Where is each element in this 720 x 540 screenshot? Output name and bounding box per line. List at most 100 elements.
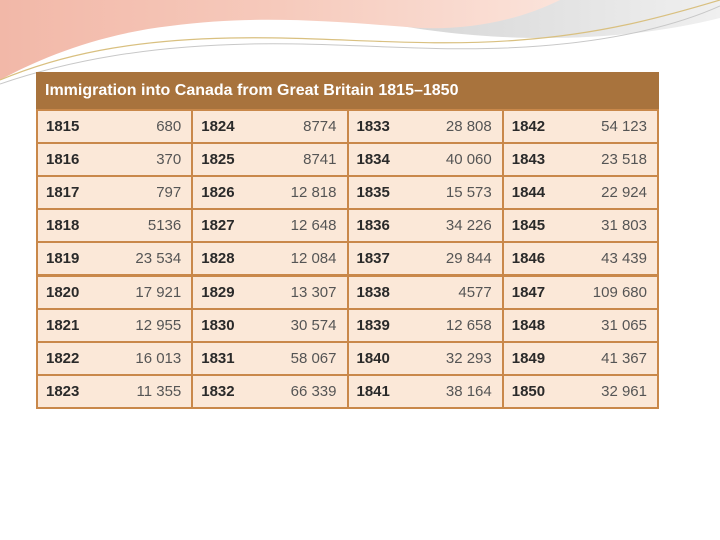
table-cell: 1839 12 658 [348,309,502,341]
table-cell: 1832 66 339 [193,375,347,407]
table-cell: 1830 30 574 [193,309,347,341]
immigrant-count: 32 961 [601,382,647,400]
year-label: 1831 [201,349,235,367]
year-label: 1840 [356,349,390,367]
immigrant-count: 40 060 [445,151,492,169]
table-cell: 1827 12 648 [193,210,347,242]
table-cell: 1828 12 084 [193,243,347,275]
table-cell: 1818 5136 [38,210,192,242]
immigrant-count: 797 [156,184,182,202]
table-cell: 1850 32 961 [503,375,657,407]
table-cell: 1833 28 808 [348,111,502,142]
immigrant-count: 370 [156,151,182,169]
year-label: 1847 [511,283,546,301]
year-label: 1838 [356,283,390,301]
table-cell: 1847 109 680 [503,276,657,308]
year-label: 1815 [46,118,80,135]
immigrant-count: 11 355 [136,382,182,400]
table-cell: 1823 11 355 [38,375,192,407]
table-cell: 1817 797 [38,177,192,209]
immigrant-count: 680 [156,118,182,135]
year-label: 1835 [356,184,390,202]
table-cell: 1838 4577 [348,276,502,308]
immigrant-count: 22 924 [601,184,647,202]
immigrant-count: 13 307 [290,283,337,301]
year-label: 1844 [511,184,546,202]
table-cell: 1835 15 573 [348,177,502,209]
year-label: 1826 [201,184,235,202]
year-label: 1818 [46,217,80,235]
year-label: 1816 [46,151,80,169]
immigrant-count: 43 439 [601,250,647,268]
table-cell: 1837 29 844 [348,243,502,275]
table-cell: 1819 23 534 [38,243,192,275]
table-cell: 1843 23 518 [503,144,657,176]
immigrant-count: 12 818 [290,184,337,202]
immigrant-count: 12 658 [445,316,492,334]
immigrant-count: 29 844 [445,250,492,268]
immigrant-count: 58 067 [290,349,337,367]
immigrant-count: 12 084 [290,250,337,268]
year-label: 1849 [511,349,546,367]
table-cell: 1826 12 818 [193,177,347,209]
table-cell: 1829 13 307 [193,276,347,308]
table-cell: 1820 17 921 [38,276,192,308]
year-label: 1842 [511,118,546,135]
year-label: 1832 [201,382,235,400]
immigrant-count: 66 339 [290,382,337,400]
table-cell: 1834 40 060 [348,144,502,176]
year-label: 1827 [201,217,235,235]
table-cell: 1841 38 164 [348,375,502,407]
year-label: 1822 [46,349,80,367]
table-cell: 1821 12 955 [38,309,192,341]
immigrant-count: 17 921 [135,283,182,301]
immigrant-count: 12 955 [135,316,182,334]
immigrant-count: 30 574 [290,316,337,334]
immigrant-count: 8774 [303,118,337,135]
table-cell: 1836 34 226 [348,210,502,242]
immigrant-count: 4577 [458,283,492,301]
year-label: 1829 [201,283,235,301]
year-label: 1825 [201,151,235,169]
table-cell: 1848 31 065 [503,309,657,341]
immigrant-count: 31 803 [601,217,647,235]
immigrant-count: 54 123 [601,118,647,135]
table-cell: 1824 8774 [193,111,347,142]
immigrant-count: 41 367 [601,349,647,367]
immigrant-count: 28 808 [445,118,492,135]
table-cell: 1815 680 [38,111,192,142]
year-label: 1830 [201,316,235,334]
table-cell: 1842 54 123 [503,111,657,142]
year-label: 1836 [356,217,390,235]
year-label: 1823 [46,382,80,400]
year-label: 1846 [511,250,546,268]
immigrant-count: 38 164 [445,382,492,400]
year-label: 1828 [201,250,235,268]
year-label: 1824 [201,118,235,135]
year-label: 1821 [46,316,80,334]
immigrant-count: 15 573 [445,184,492,202]
slide-header-swoosh [0,0,720,85]
immigrant-count: 8741 [303,151,337,169]
year-label: 1841 [356,382,390,400]
year-label: 1817 [46,184,80,202]
immigrant-count: 16 013 [135,349,182,367]
year-label: 1820 [46,283,80,301]
table-cell: 1825 8741 [193,144,347,176]
year-label: 1839 [356,316,390,334]
year-label: 1845 [511,217,546,235]
immigrant-count: 32 293 [445,349,492,367]
immigrant-count: 23 534 [135,250,182,268]
immigrant-count: 5136 [147,217,182,235]
table-cell: 1831 58 067 [193,342,347,374]
immigration-table: Immigration into Canada from Great Brita… [36,72,659,409]
table-cell: 1840 32 293 [348,342,502,374]
immigrant-count: 31 065 [601,316,647,334]
table-cell: 1846 43 439 [503,243,657,275]
year-label: 1843 [511,151,546,169]
year-label: 1833 [356,118,390,135]
year-label: 1819 [46,250,80,268]
year-label: 1834 [356,151,390,169]
immigrant-count: 109 680 [592,283,647,301]
table-grid: 1815 680 1824 8774 1833 28 808 1842 54 123 1816 3… [36,109,659,409]
